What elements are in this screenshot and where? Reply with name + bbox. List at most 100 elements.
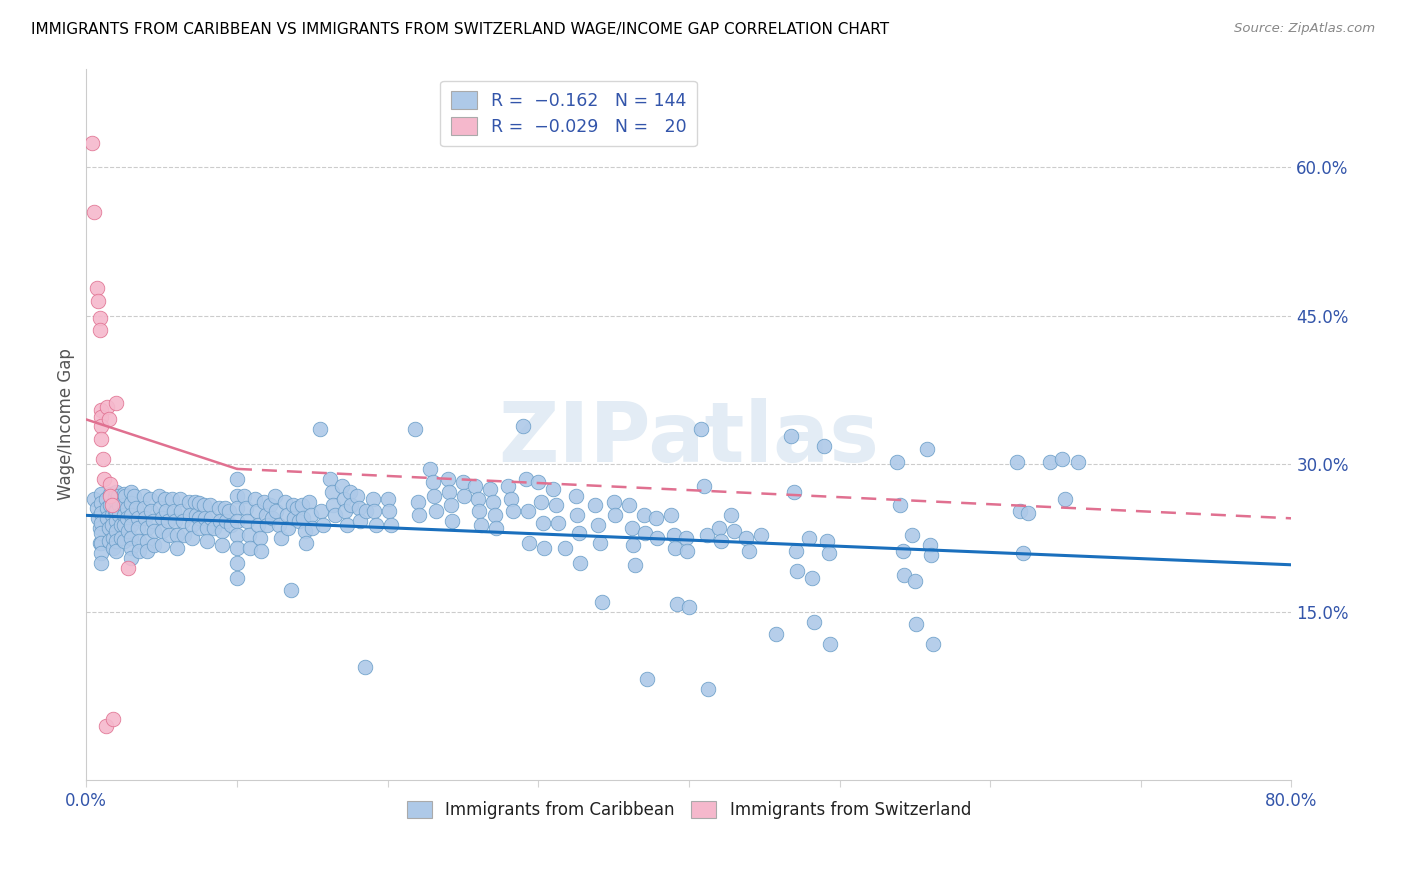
Point (479, 482, 502, 496)
Point (97, 521, 120, 535)
Point (922, 637, 945, 651)
Point (132, 489, 155, 503)
Point (378, 504, 401, 518)
Point (799, 531, 821, 545)
Point (138, 491, 160, 506)
Point (238, 528, 260, 542)
Point (170, 504, 193, 518)
Point (697, 682, 720, 697)
Point (121, 484, 143, 499)
Point (202, 521, 225, 535)
Point (589, 536, 612, 550)
Point (543, 482, 565, 496)
Point (188, 521, 211, 535)
Point (294, 524, 316, 538)
Point (502, 504, 524, 518)
Point (425, 504, 447, 518)
Point (693, 479, 716, 493)
Point (270, 531, 292, 545)
Point (121, 508, 143, 523)
Point (1066, 455, 1088, 469)
Point (336, 518, 359, 533)
Point (128, 544, 150, 558)
Point (891, 544, 914, 558)
Point (260, 511, 283, 525)
Point (127, 511, 149, 525)
Point (219, 518, 242, 533)
Point (93, 472, 115, 486)
Point (132, 501, 155, 516)
Point (464, 479, 486, 493)
Point (569, 556, 592, 570)
Point (468, 504, 491, 518)
Point (90, 507, 112, 521)
Point (346, 489, 368, 503)
Point (153, 491, 176, 506)
Point (299, 508, 322, 523)
Point (209, 514, 232, 528)
Point (636, 673, 658, 687)
Point (105, 534, 128, 549)
Point (177, 494, 200, 508)
Point (115, 511, 138, 525)
Point (512, 419, 534, 434)
Point (180, 518, 202, 533)
Point (247, 518, 270, 533)
Point (97, 412, 120, 426)
Point (200, 511, 222, 525)
Point (150, 538, 173, 552)
Point (820, 637, 842, 651)
Point (380, 518, 402, 533)
Point (709, 534, 731, 549)
Point (335, 504, 357, 518)
Point (121, 518, 143, 533)
Point (690, 422, 713, 436)
Point (125, 501, 148, 516)
Point (90, 556, 112, 570)
Point (785, 544, 807, 558)
Point (100, 476, 122, 491)
Point (143, 524, 166, 538)
Point (112, 534, 135, 549)
Point (150, 511, 173, 525)
Point (1012, 546, 1035, 560)
Point (149, 501, 172, 516)
Point (645, 531, 668, 545)
Point (439, 484, 461, 499)
Point (100, 499, 122, 513)
Point (226, 514, 249, 528)
Point (243, 491, 266, 506)
Point (591, 595, 613, 609)
Point (121, 541, 143, 555)
Point (186, 508, 208, 523)
Point (91, 452, 114, 467)
Point (218, 504, 240, 518)
Point (889, 499, 911, 513)
Point (813, 439, 835, 453)
Point (89, 324, 111, 338)
Point (269, 518, 291, 533)
Point (1017, 507, 1039, 521)
Point (515, 472, 537, 486)
Point (283, 511, 305, 525)
Point (180, 531, 202, 545)
Point (94, 491, 117, 506)
Point (105, 504, 128, 518)
Point (659, 508, 682, 523)
Point (117, 560, 139, 574)
Point (90, 526, 112, 541)
Point (361, 491, 384, 506)
Point (546, 499, 568, 513)
Point (83, 491, 105, 506)
Point (250, 544, 273, 558)
Point (801, 571, 824, 585)
Text: ZIPatlas: ZIPatlas (498, 398, 879, 479)
Point (86, 281, 108, 295)
Point (408, 508, 430, 523)
Point (139, 504, 162, 518)
Point (105, 544, 128, 558)
Point (211, 524, 233, 538)
Point (172, 514, 194, 528)
Point (531, 516, 554, 531)
Point (112, 508, 135, 523)
